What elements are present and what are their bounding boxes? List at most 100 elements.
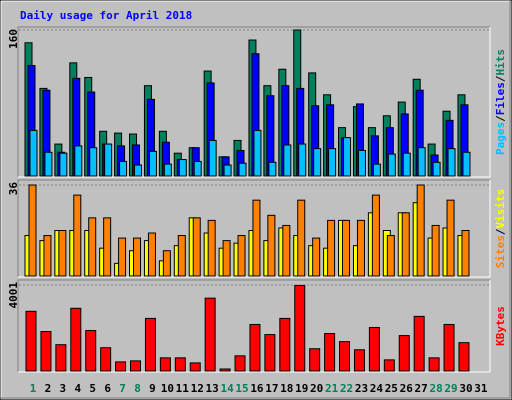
bar (159, 357, 171, 372)
bar (238, 162, 247, 177)
panel-bevel (17, 179, 490, 277)
x-tick-label: 17 (265, 382, 278, 395)
bar (73, 194, 82, 277)
bar (118, 237, 127, 277)
bar (178, 159, 187, 177)
bar (383, 359, 395, 372)
bar (313, 148, 322, 177)
x-tick-label: 24 (370, 382, 384, 395)
bar (357, 149, 366, 177)
legend: Sites/Visits (494, 189, 507, 269)
bar (461, 230, 470, 277)
x-tick-label: 12 (191, 382, 204, 395)
bar (402, 152, 411, 177)
bar (413, 315, 425, 372)
x-tick-label: 7 (119, 382, 126, 395)
bar (207, 219, 216, 277)
bar (339, 341, 351, 372)
bar (309, 348, 321, 372)
x-tick-label: 30 (459, 382, 472, 395)
x-tick-label: 22 (340, 382, 353, 395)
bar (298, 143, 307, 177)
bar (356, 219, 365, 277)
panel-bevel (17, 26, 490, 177)
x-tick-label: 23 (355, 382, 368, 395)
x-tick-label: 15 (235, 382, 248, 395)
bar (267, 214, 276, 277)
x-tick-label: 5 (89, 382, 96, 395)
bar (328, 148, 337, 177)
legend: Pages/Files/Hits (494, 49, 507, 155)
bar (55, 344, 67, 372)
bar (458, 342, 470, 372)
bar (70, 307, 82, 372)
bar (398, 335, 410, 372)
x-tick-label: 10 (161, 382, 174, 395)
bar (297, 199, 306, 277)
bar (264, 334, 276, 372)
x-tick-label: 26 (400, 382, 414, 395)
panel-bevel (18, 180, 491, 278)
bar (74, 145, 83, 177)
bar (447, 148, 456, 177)
bar (324, 333, 336, 372)
legend-entry: Pages (494, 122, 507, 155)
bar (417, 147, 426, 177)
legend: KBytes (494, 306, 507, 346)
bar (88, 217, 97, 277)
bar (312, 237, 321, 277)
bar (219, 368, 231, 372)
bar (59, 152, 68, 177)
y-tick-label: 4001 (7, 282, 20, 309)
bar (294, 284, 306, 372)
bar (189, 362, 201, 372)
bar (327, 219, 336, 277)
bar (25, 310, 37, 372)
x-tick-label: 19 (295, 382, 308, 395)
bar (282, 224, 291, 277)
bar (89, 147, 98, 177)
bar (104, 143, 113, 177)
bar (223, 164, 232, 177)
bar (432, 161, 441, 177)
bar (428, 357, 440, 372)
bar (29, 129, 38, 177)
x-tick-label: 16 (250, 382, 264, 395)
bar (252, 199, 261, 277)
bar (177, 235, 186, 277)
bar (162, 250, 171, 277)
bar (58, 230, 67, 277)
x-tick-label: 21 (325, 382, 339, 395)
y-tick-label: 36 (7, 182, 20, 196)
bar (283, 144, 292, 177)
legend-entry: KBytes (494, 306, 507, 346)
bar (253, 129, 262, 177)
bar (386, 235, 395, 277)
bar (462, 151, 471, 177)
bar (174, 357, 186, 372)
bar (144, 317, 156, 372)
x-tick-label: 4 (74, 382, 81, 395)
bar (192, 217, 201, 277)
x-tick-label: 8 (134, 382, 141, 395)
bar (100, 347, 112, 372)
x-tick-label: 1 (30, 382, 37, 395)
x-tick-label: 3 (60, 382, 67, 395)
x-tick-label: 31 (474, 382, 488, 395)
bar (133, 237, 142, 277)
bar (372, 163, 381, 177)
y-tick-label: 160 (7, 29, 20, 49)
x-tick-label: 29 (444, 382, 457, 395)
x-tick-label: 9 (149, 382, 156, 395)
bar (416, 184, 425, 277)
bar (387, 153, 396, 177)
bar (249, 323, 261, 372)
bar (130, 360, 142, 372)
bar (353, 349, 365, 372)
x-tick-label: 28 (429, 382, 442, 395)
bar (103, 217, 112, 277)
panel-bevel (18, 280, 491, 373)
bar (279, 317, 291, 372)
bar (163, 163, 172, 177)
